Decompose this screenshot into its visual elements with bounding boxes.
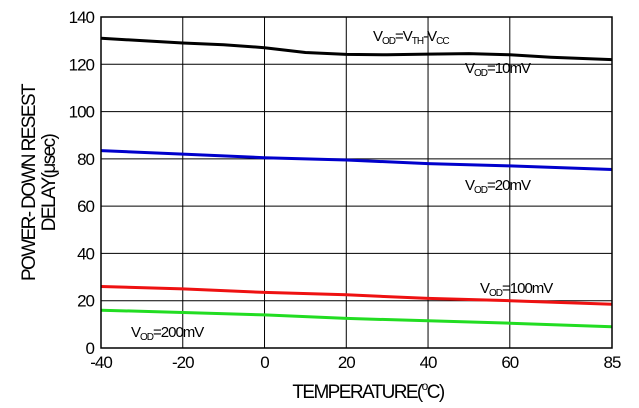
series-label: VOD=20mV (465, 177, 531, 196)
y-tick-label: 60 (77, 197, 94, 216)
x-tick-label: 40 (420, 353, 437, 372)
series-label: VOD=100mV (480, 280, 553, 299)
y-tick-label: 0 (86, 339, 95, 358)
plot-frame (100, 16, 613, 349)
x-tick-label: -40 (90, 353, 112, 372)
x-tick-labels: -40 -20 0 20 40 60 85 (90, 353, 622, 372)
y-tick-label: 140 (69, 8, 95, 27)
series-line (100, 285, 613, 306)
y-tick-labels: 0 20 40 60 80 100 120 140 (69, 8, 96, 358)
y-axis-title-line1: POWER- DOWN RESEST (19, 83, 40, 281)
series-line (100, 149, 613, 171)
gridlines (101, 17, 612, 348)
series-labels: VOD=10mV VOD=20mV VOD=100mV VOD=200mV (131, 60, 554, 343)
y-axis-title-line2: DELAY(μsec) (39, 133, 60, 231)
series-label: VOD=10mV (465, 60, 531, 79)
x-tick-label: 85 (604, 353, 621, 372)
y-tick-label: 100 (69, 103, 95, 122)
y-tick-label: 20 (77, 292, 94, 311)
series-line (100, 308, 613, 329)
y-tick-label: 80 (77, 150, 94, 169)
vod-formula-annotation: VOD=VTH-VCC (373, 28, 449, 47)
x-tick-label: 0 (260, 353, 269, 372)
x-tick-label: 60 (501, 353, 518, 372)
x-tick-label: 20 (338, 353, 355, 372)
x-tick-label: -20 (172, 353, 194, 372)
series-lines (100, 36, 613, 329)
series-label: VOD=200mV (131, 324, 204, 343)
y-tick-label: 40 (77, 244, 94, 263)
series-line (100, 36, 613, 62)
x-axis-title: TEMPERATURE(oC) (292, 379, 444, 403)
y-tick-label: 120 (69, 55, 95, 74)
